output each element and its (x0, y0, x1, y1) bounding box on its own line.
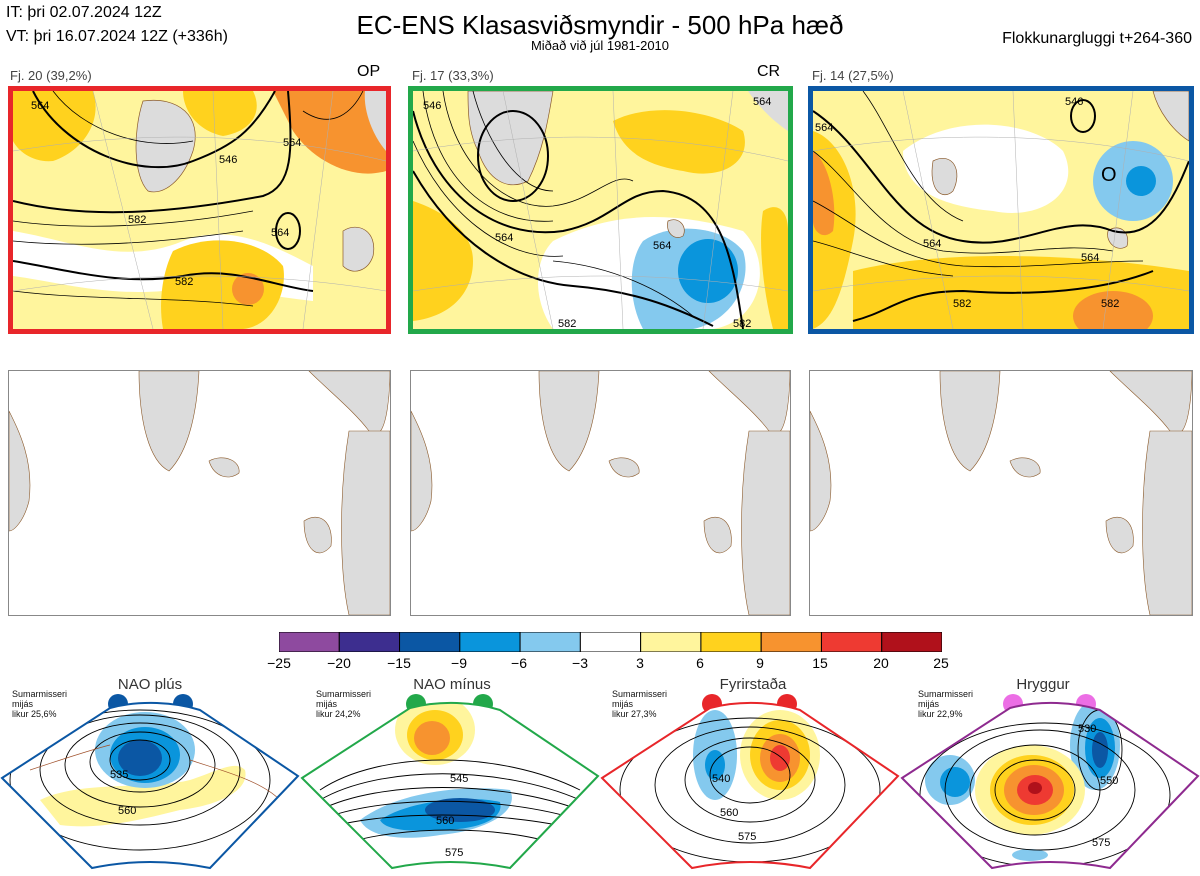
regime-title-block: Fyrirstaða (719, 676, 787, 693)
contour-label: 582 (128, 214, 146, 226)
contour-label: 535 (110, 769, 128, 781)
empty-map-1 (8, 370, 391, 616)
contour-label: 564 (271, 227, 289, 239)
cluster-map-3: O 564 564 582 582 546 564 (808, 86, 1194, 334)
colorbar-swatch (338, 631, 401, 653)
contour-label: 564 (31, 100, 49, 112)
contour-label: 564 (1081, 252, 1099, 264)
contour-label: 546 (1065, 96, 1083, 108)
contour-label: 582 (733, 318, 751, 329)
colorbar (278, 631, 943, 653)
contour-label: 582 (1101, 298, 1119, 310)
regime-title-nao-minus: NAO mínus (413, 676, 491, 693)
contour-label: 582 (558, 318, 576, 329)
regime-map-nao-plus: 535 560 (0, 690, 300, 876)
contour-label: 550 (1100, 775, 1118, 787)
low-marker: O (1101, 164, 1117, 186)
contour-label: 530 (1078, 723, 1096, 735)
panel-1-tag: OP (357, 63, 381, 80)
colorbar-swatch (881, 631, 943, 653)
contour-label: 546 (423, 100, 441, 112)
empty-map-2 (410, 370, 791, 616)
contour-label: 564 (815, 122, 833, 134)
colorbar-label: −15 (387, 655, 411, 671)
cluster-map-1: 582 546 564 564 582 564 (8, 86, 391, 334)
regime-note: Sumarmisseri mijás likur 27,3% (612, 689, 668, 719)
colorbar-swatch (640, 631, 702, 653)
colorbar-label: 3 (636, 655, 644, 671)
regime-map-nao-minus: 545 560 575 (300, 690, 600, 876)
colorbar-swatch (760, 631, 822, 653)
colorbar-swatch (579, 631, 642, 653)
regime-map-ridge: 530 550 575 (900, 690, 1200, 876)
colorbar-swatch (459, 631, 521, 653)
colorbar-label: 25 (933, 655, 949, 671)
contour-label: 564 (283, 137, 301, 149)
colorbar-label: 20 (873, 655, 889, 671)
regime-note: Sumarmisseri mijás likur 24,2% (316, 689, 372, 719)
regime-title-nao-plus: NAO plús (117, 676, 183, 693)
panel-3-label: Fj. 14 (27,5%) (812, 68, 894, 83)
colorbar-swatch (700, 631, 762, 653)
colorbar-label: −20 (327, 655, 351, 671)
colorbar-label: −3 (572, 655, 588, 671)
contour-label: 560 (720, 807, 738, 819)
contour-label: 560 (436, 815, 454, 827)
colorbar-label: −9 (451, 655, 467, 671)
colorbar-swatch (820, 631, 883, 653)
colorbar-swatch (519, 631, 581, 653)
contour-label: 582 (175, 276, 193, 288)
contour-label: 546 (219, 154, 237, 166)
panel-2-label: Fj. 17 (33,3%) (412, 68, 494, 83)
regime-note: Sumarmisseri mijás likur 22,9% (918, 689, 974, 719)
contour-label: 575 (738, 831, 756, 843)
valid-time: VT: þri 16.07.2024 12Z (+336h) (6, 28, 228, 45)
contour-label: 575 (1092, 837, 1110, 849)
panel-1-label: Fj. 20 (39,2%) (10, 68, 92, 83)
regime-map-block: 540 560 575 (600, 690, 900, 876)
regime-title-ridge: Hryggur (1016, 676, 1070, 693)
contour-label: 560 (118, 805, 136, 817)
regime-note: Sumarmisseri mijás likur 25,6% (12, 689, 68, 719)
panel-2-tag: CR (757, 63, 781, 80)
contour-label: 564 (653, 240, 671, 252)
page-title: EC-ENS Klasasviðsmyndir - 500 hPa hæð (356, 10, 844, 40)
colorbar-label: 15 (812, 655, 828, 671)
contour-label: 575 (445, 847, 463, 859)
colorbar-swatch (399, 631, 461, 653)
classification-window: Flokkunargluggi t+264-360 (1002, 30, 1192, 47)
colorbar-label: −25 (267, 655, 291, 671)
cluster-map-2: 564 564 582 546 564 582 (408, 86, 793, 334)
issue-time: IT: þri 02.07.2024 12Z (6, 4, 162, 21)
page-subtitle: Miðað við júl 1981-2010 (530, 38, 670, 53)
contour-label: 540 (712, 773, 730, 785)
contour-label: 545 (450, 773, 468, 785)
colorbar-label: 9 (756, 655, 764, 671)
empty-map-3 (809, 370, 1193, 616)
contour-label: 564 (495, 232, 513, 244)
contour-label: 564 (923, 238, 941, 250)
colorbar-label: 6 (696, 655, 704, 671)
colorbar-swatch (278, 631, 340, 653)
contour-label: 582 (953, 298, 971, 310)
colorbar-label: −6 (511, 655, 527, 671)
contour-label: 564 (753, 96, 771, 108)
